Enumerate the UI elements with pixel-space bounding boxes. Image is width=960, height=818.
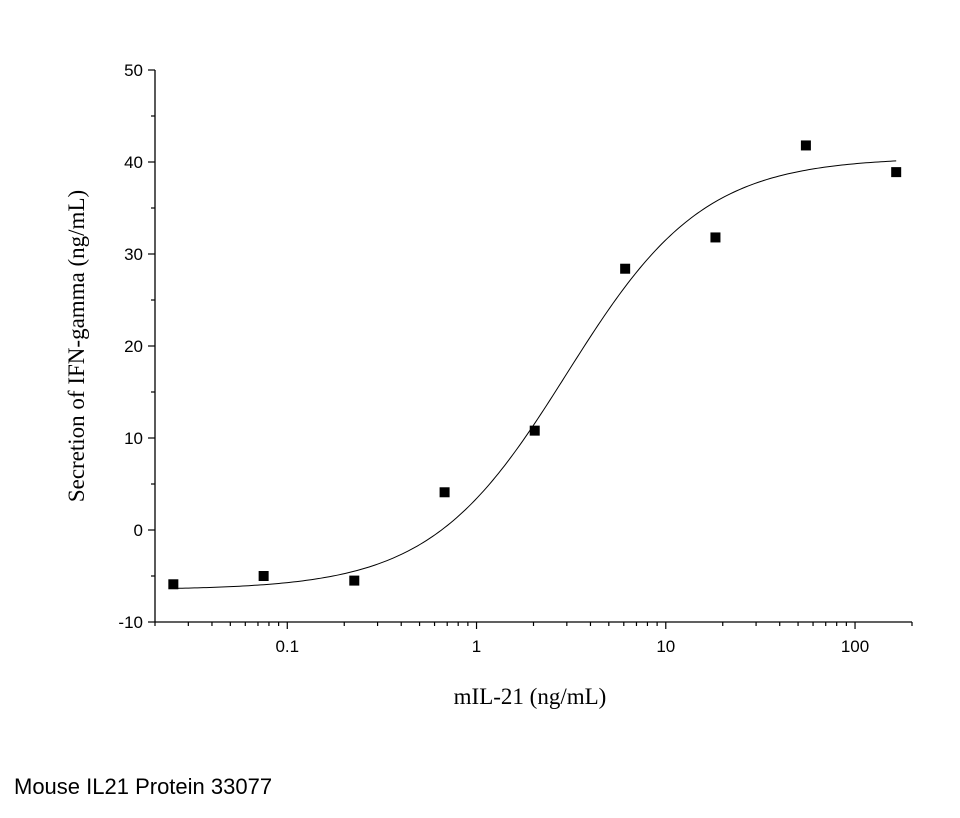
data-point [168, 579, 179, 590]
y-tick-label: 10 [124, 429, 143, 448]
data-point [710, 232, 721, 243]
data-point [620, 263, 631, 274]
data-point [258, 571, 269, 581]
y-tick-label: 0 [134, 521, 143, 540]
data-point [891, 167, 902, 178]
y-tick-label: 40 [124, 153, 143, 172]
y-tick-label: 20 [124, 337, 143, 356]
dose-response-chart: -10 0 10 20 30 40 50 0.1 1 10 100 mIL-21 (ng/mL) S… [64, 61, 913, 709]
data-point [529, 425, 540, 436]
y-tick-label: 30 [124, 245, 143, 264]
x-tick-label: 100 [841, 637, 869, 656]
data-point [349, 575, 360, 586]
fit-curve [173, 160, 897, 589]
x-tick-label: 1 [472, 637, 481, 656]
x-tick-label: 10 [656, 637, 675, 656]
y-tick-label: -10 [118, 613, 143, 632]
data-point [800, 140, 811, 151]
figure-caption: Mouse IL21 Protein 33077 [14, 774, 273, 799]
x-tick-label: 0.1 [275, 637, 299, 656]
y-axis-title: Secretion of IFN-gamma (ng/mL) [64, 190, 89, 502]
plot-area: -10 0 10 20 30 40 50 0.1 1 10 100 [118, 61, 913, 656]
y-tick-label: 50 [124, 61, 143, 80]
data-point [439, 487, 450, 498]
x-axis-title: mIL-21 (ng/mL) [454, 684, 607, 709]
